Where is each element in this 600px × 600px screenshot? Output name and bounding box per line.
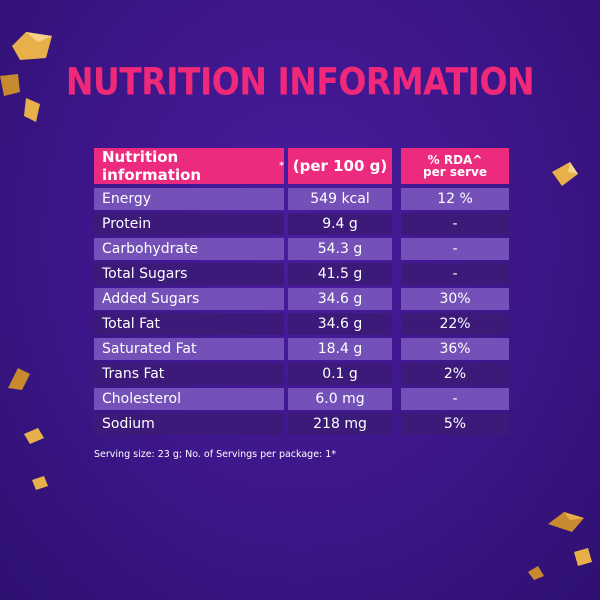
row-rda: 12 % bbox=[401, 188, 509, 210]
table-row: Trans Fat 0.1 g 2% bbox=[94, 363, 509, 385]
header-nutrient: Nutrition information * bbox=[94, 148, 284, 184]
row-per100: 218 mg bbox=[288, 413, 392, 435]
header-rda-line1: % RDA^ bbox=[427, 153, 483, 167]
header-rda-line2: per serve bbox=[423, 165, 487, 179]
page-title: NUTRITION INFORMATION bbox=[65, 59, 535, 104]
row-per100: 549 kcal bbox=[288, 188, 392, 210]
row-per100: 54.3 g bbox=[288, 238, 392, 260]
table-row: Carbohydrate 54.3 g - bbox=[94, 238, 509, 260]
row-nutrient: Protein bbox=[94, 213, 284, 235]
row-per100: 9.4 g bbox=[288, 213, 392, 235]
row-rda: 30% bbox=[401, 288, 509, 310]
row-rda: 22% bbox=[401, 313, 509, 335]
chocolate-crumb-icon bbox=[548, 512, 584, 532]
row-rda: - bbox=[401, 213, 509, 235]
table-row: Protein 9.4 g - bbox=[94, 213, 509, 235]
row-per100: 34.6 g bbox=[288, 288, 392, 310]
table-row: Saturated Fat 18.4 g 36% bbox=[94, 338, 509, 360]
row-per100: 41.5 g bbox=[288, 263, 392, 285]
chocolate-crumb-icon bbox=[574, 548, 592, 566]
row-rda: 2% bbox=[401, 363, 509, 385]
table-row: Added Sugars 34.6 g 30% bbox=[94, 288, 509, 310]
chocolate-crumb-icon bbox=[0, 74, 20, 96]
table-row: Total Sugars 41.5 g - bbox=[94, 263, 509, 285]
row-per100: 6.0 mg bbox=[288, 388, 392, 410]
chocolate-crumb-icon bbox=[12, 32, 52, 60]
header-per100: (per 100 g) bbox=[288, 148, 392, 184]
chocolate-crumb-icon bbox=[528, 566, 544, 580]
row-rda: 5% bbox=[401, 413, 509, 435]
table-row: Energy 549 kcal 12 % bbox=[94, 188, 509, 210]
row-rda: - bbox=[401, 238, 509, 260]
chocolate-crumb-icon bbox=[552, 162, 578, 186]
row-rda: - bbox=[401, 388, 509, 410]
table-row: Cholesterol 6.0 mg - bbox=[94, 388, 509, 410]
header-nutrient-label: Nutrition information bbox=[102, 148, 202, 184]
row-per100: 18.4 g bbox=[288, 338, 392, 360]
row-nutrient: Energy bbox=[94, 188, 284, 210]
row-nutrient: Added Sugars bbox=[94, 288, 284, 310]
row-nutrient: Trans Fat bbox=[94, 363, 284, 385]
header-nutrient-mark: * bbox=[279, 161, 284, 171]
chocolate-crumb-icon bbox=[32, 476, 48, 490]
row-nutrient: Sodium bbox=[94, 413, 284, 435]
row-nutrient: Saturated Fat bbox=[94, 338, 284, 360]
serving-footnote: Serving size: 23 g; No. of Servings per … bbox=[94, 449, 337, 460]
chocolate-crumb-icon bbox=[24, 428, 44, 444]
row-nutrient: Cholesterol bbox=[94, 388, 284, 410]
row-rda: - bbox=[401, 263, 509, 285]
table-row: Total Fat 34.6 g 22% bbox=[94, 313, 509, 335]
table-header-row: Nutrition information * (per 100 g) % RDA… bbox=[94, 148, 509, 184]
chocolate-crumb-icon bbox=[8, 368, 30, 390]
row-nutrient: Carbohydrate bbox=[94, 238, 284, 260]
row-nutrient: Total Sugars bbox=[94, 263, 284, 285]
table-row: Sodium 218 mg 5% bbox=[94, 413, 509, 435]
row-nutrient: Total Fat bbox=[94, 313, 284, 335]
row-per100: 34.6 g bbox=[288, 313, 392, 335]
header-rda: % RDA^ per serve bbox=[401, 148, 509, 184]
row-per100: 0.1 g bbox=[288, 363, 392, 385]
chocolate-crumb-icon bbox=[24, 98, 40, 122]
row-rda: 36% bbox=[401, 338, 509, 360]
